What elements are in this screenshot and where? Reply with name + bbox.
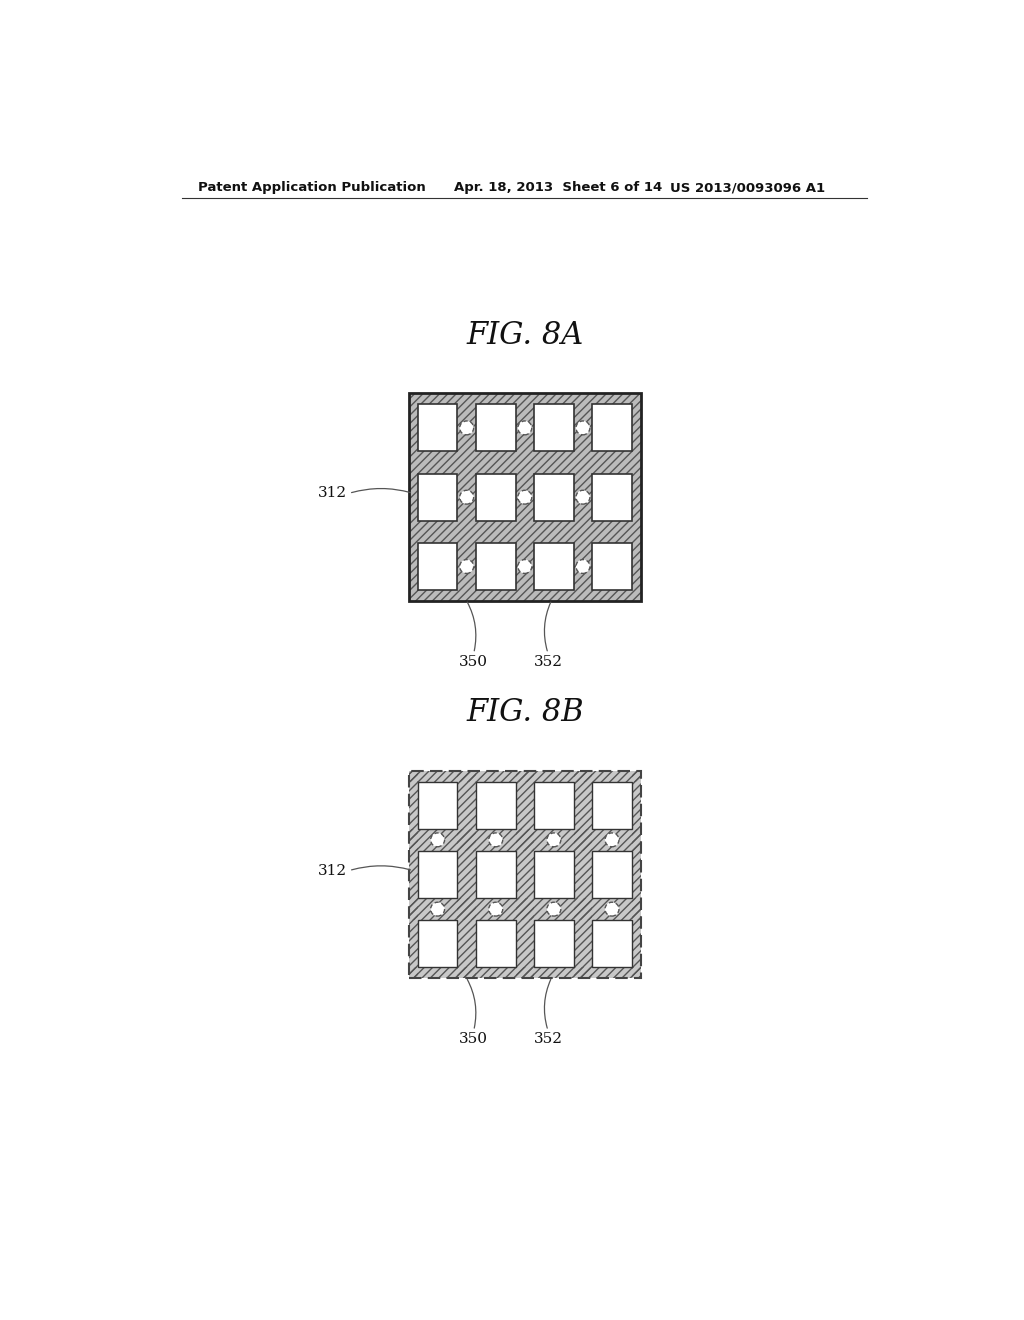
Bar: [592, 543, 632, 590]
Bar: [535, 851, 573, 898]
Bar: [476, 920, 515, 968]
Bar: [409, 771, 418, 978]
Circle shape: [460, 421, 474, 434]
Bar: [476, 781, 515, 829]
Bar: [409, 829, 641, 851]
Bar: [476, 404, 515, 451]
Circle shape: [460, 490, 474, 504]
Bar: [418, 920, 458, 968]
Circle shape: [605, 833, 618, 847]
Circle shape: [547, 903, 561, 916]
Bar: [515, 771, 535, 978]
Bar: [592, 404, 632, 451]
Bar: [409, 393, 641, 601]
Circle shape: [488, 903, 503, 916]
Circle shape: [575, 490, 590, 504]
Bar: [409, 393, 641, 601]
Bar: [409, 898, 641, 920]
Bar: [592, 920, 632, 968]
Bar: [418, 851, 458, 898]
Bar: [409, 393, 641, 601]
Bar: [632, 771, 641, 978]
Bar: [409, 771, 641, 978]
Text: FIG. 8A: FIG. 8A: [466, 319, 584, 351]
Text: 350: 350: [459, 1032, 488, 1047]
Text: Apr. 18, 2013  Sheet 6 of 14: Apr. 18, 2013 Sheet 6 of 14: [454, 181, 662, 194]
Bar: [476, 851, 515, 898]
Text: FIG. 8B: FIG. 8B: [466, 697, 584, 729]
Bar: [409, 771, 641, 978]
Bar: [592, 781, 632, 829]
Bar: [409, 771, 641, 781]
Bar: [409, 968, 641, 978]
Bar: [409, 968, 641, 978]
Circle shape: [488, 833, 503, 847]
Circle shape: [431, 903, 444, 916]
Circle shape: [518, 421, 531, 434]
Bar: [535, 404, 573, 451]
Text: US 2013/0093096 A1: US 2013/0093096 A1: [671, 181, 825, 194]
Bar: [592, 851, 632, 898]
Bar: [458, 771, 476, 978]
Circle shape: [575, 421, 590, 434]
Bar: [418, 543, 458, 590]
Bar: [418, 474, 458, 521]
Bar: [632, 771, 641, 978]
Text: 352: 352: [534, 655, 562, 669]
Text: 352: 352: [534, 1032, 562, 1047]
Bar: [458, 771, 476, 978]
Bar: [409, 898, 641, 920]
Circle shape: [431, 833, 444, 847]
Bar: [535, 920, 573, 968]
Bar: [409, 771, 641, 781]
Text: 312: 312: [317, 863, 346, 878]
Circle shape: [518, 490, 531, 504]
Circle shape: [575, 560, 590, 573]
Text: 350: 350: [459, 655, 488, 669]
Bar: [476, 543, 515, 590]
Text: 312: 312: [317, 486, 346, 500]
Circle shape: [605, 903, 618, 916]
Circle shape: [460, 560, 474, 573]
Circle shape: [547, 833, 561, 847]
Bar: [409, 829, 641, 851]
Circle shape: [518, 560, 531, 573]
Bar: [592, 474, 632, 521]
Bar: [535, 474, 573, 521]
Bar: [535, 781, 573, 829]
Bar: [418, 781, 458, 829]
Bar: [573, 771, 592, 978]
Bar: [515, 771, 535, 978]
Bar: [409, 771, 418, 978]
Bar: [535, 543, 573, 590]
Text: Patent Application Publication: Patent Application Publication: [198, 181, 426, 194]
Bar: [418, 404, 458, 451]
Bar: [573, 771, 592, 978]
Bar: [476, 474, 515, 521]
